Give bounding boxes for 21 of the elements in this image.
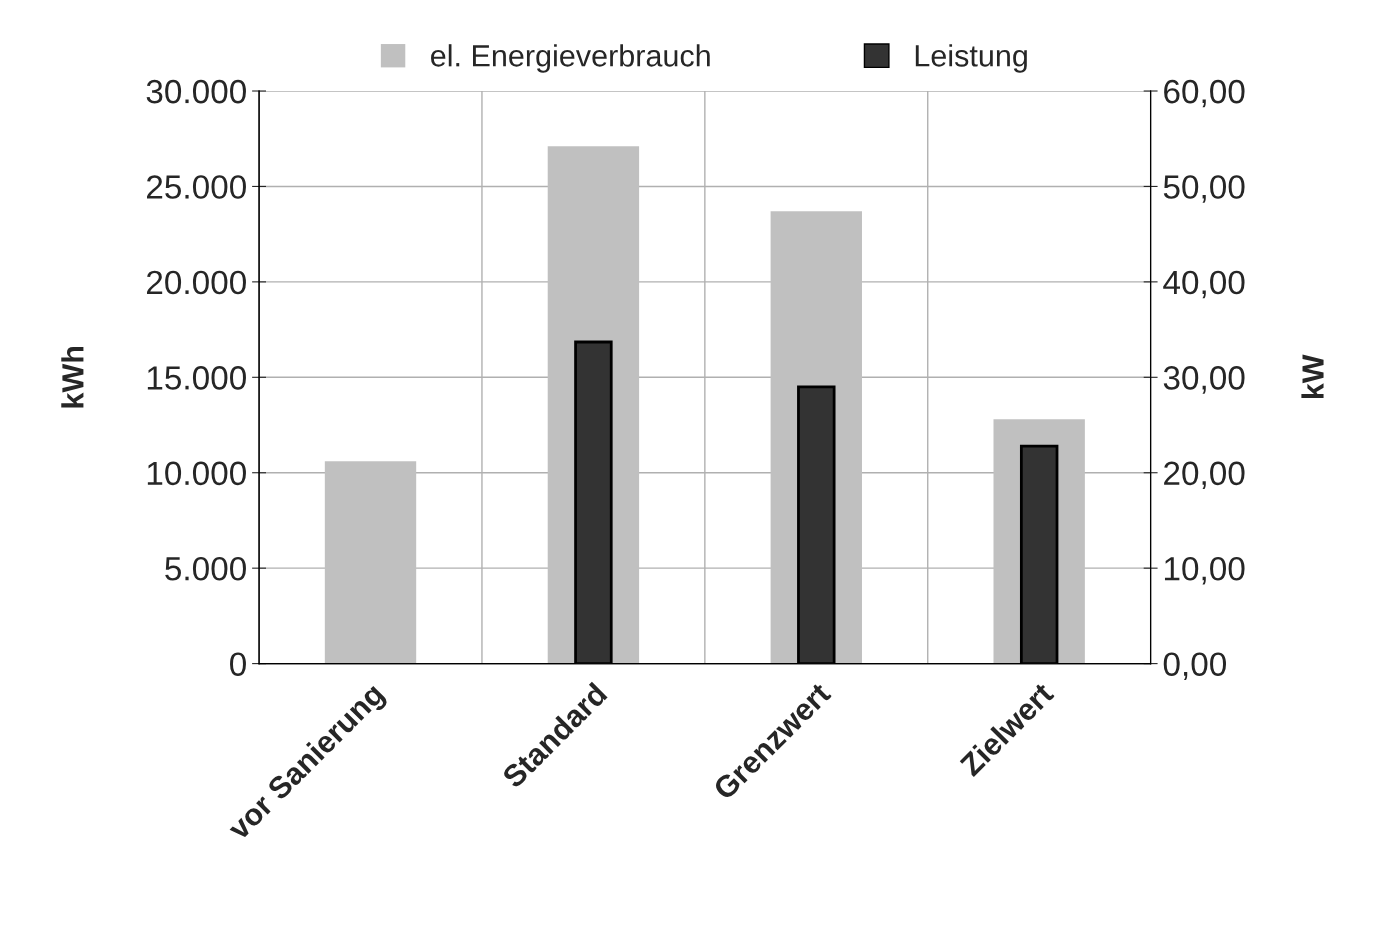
y2-tick-label: 30,00 [1163,366,1245,394]
y-axis-title: kWh [61,346,84,408]
y2-tick-label: 0,00 [1163,652,1227,680]
y-tick-label: 30.000 [146,79,246,104]
bar [574,340,613,664]
y-tick-label: 10.000 [147,461,246,486]
y-tick-label: 20.000 [146,270,246,295]
y2-tick-label: 60,00 [1164,79,1245,108]
y-tick-label: 0 [230,652,246,677]
y2-tick-label: 40,00 [1163,270,1245,299]
y2-tick-label: 20,00 [1164,461,1245,490]
y-tick-label: 15.000 [147,366,246,390]
bar [324,461,417,664]
legend-label: Leistung [915,44,1027,73]
y2-tick-label: 50,00 [1163,175,1245,203]
y-tick-label: 25.000 [146,175,246,199]
y2-axis-title: kW [1301,354,1324,399]
y2-tick-label: 10,00 [1164,556,1245,585]
y-tick-label: 5.000 [165,556,246,581]
legend-label: el. Energieverbrauch [431,44,710,73]
bar [797,385,836,664]
